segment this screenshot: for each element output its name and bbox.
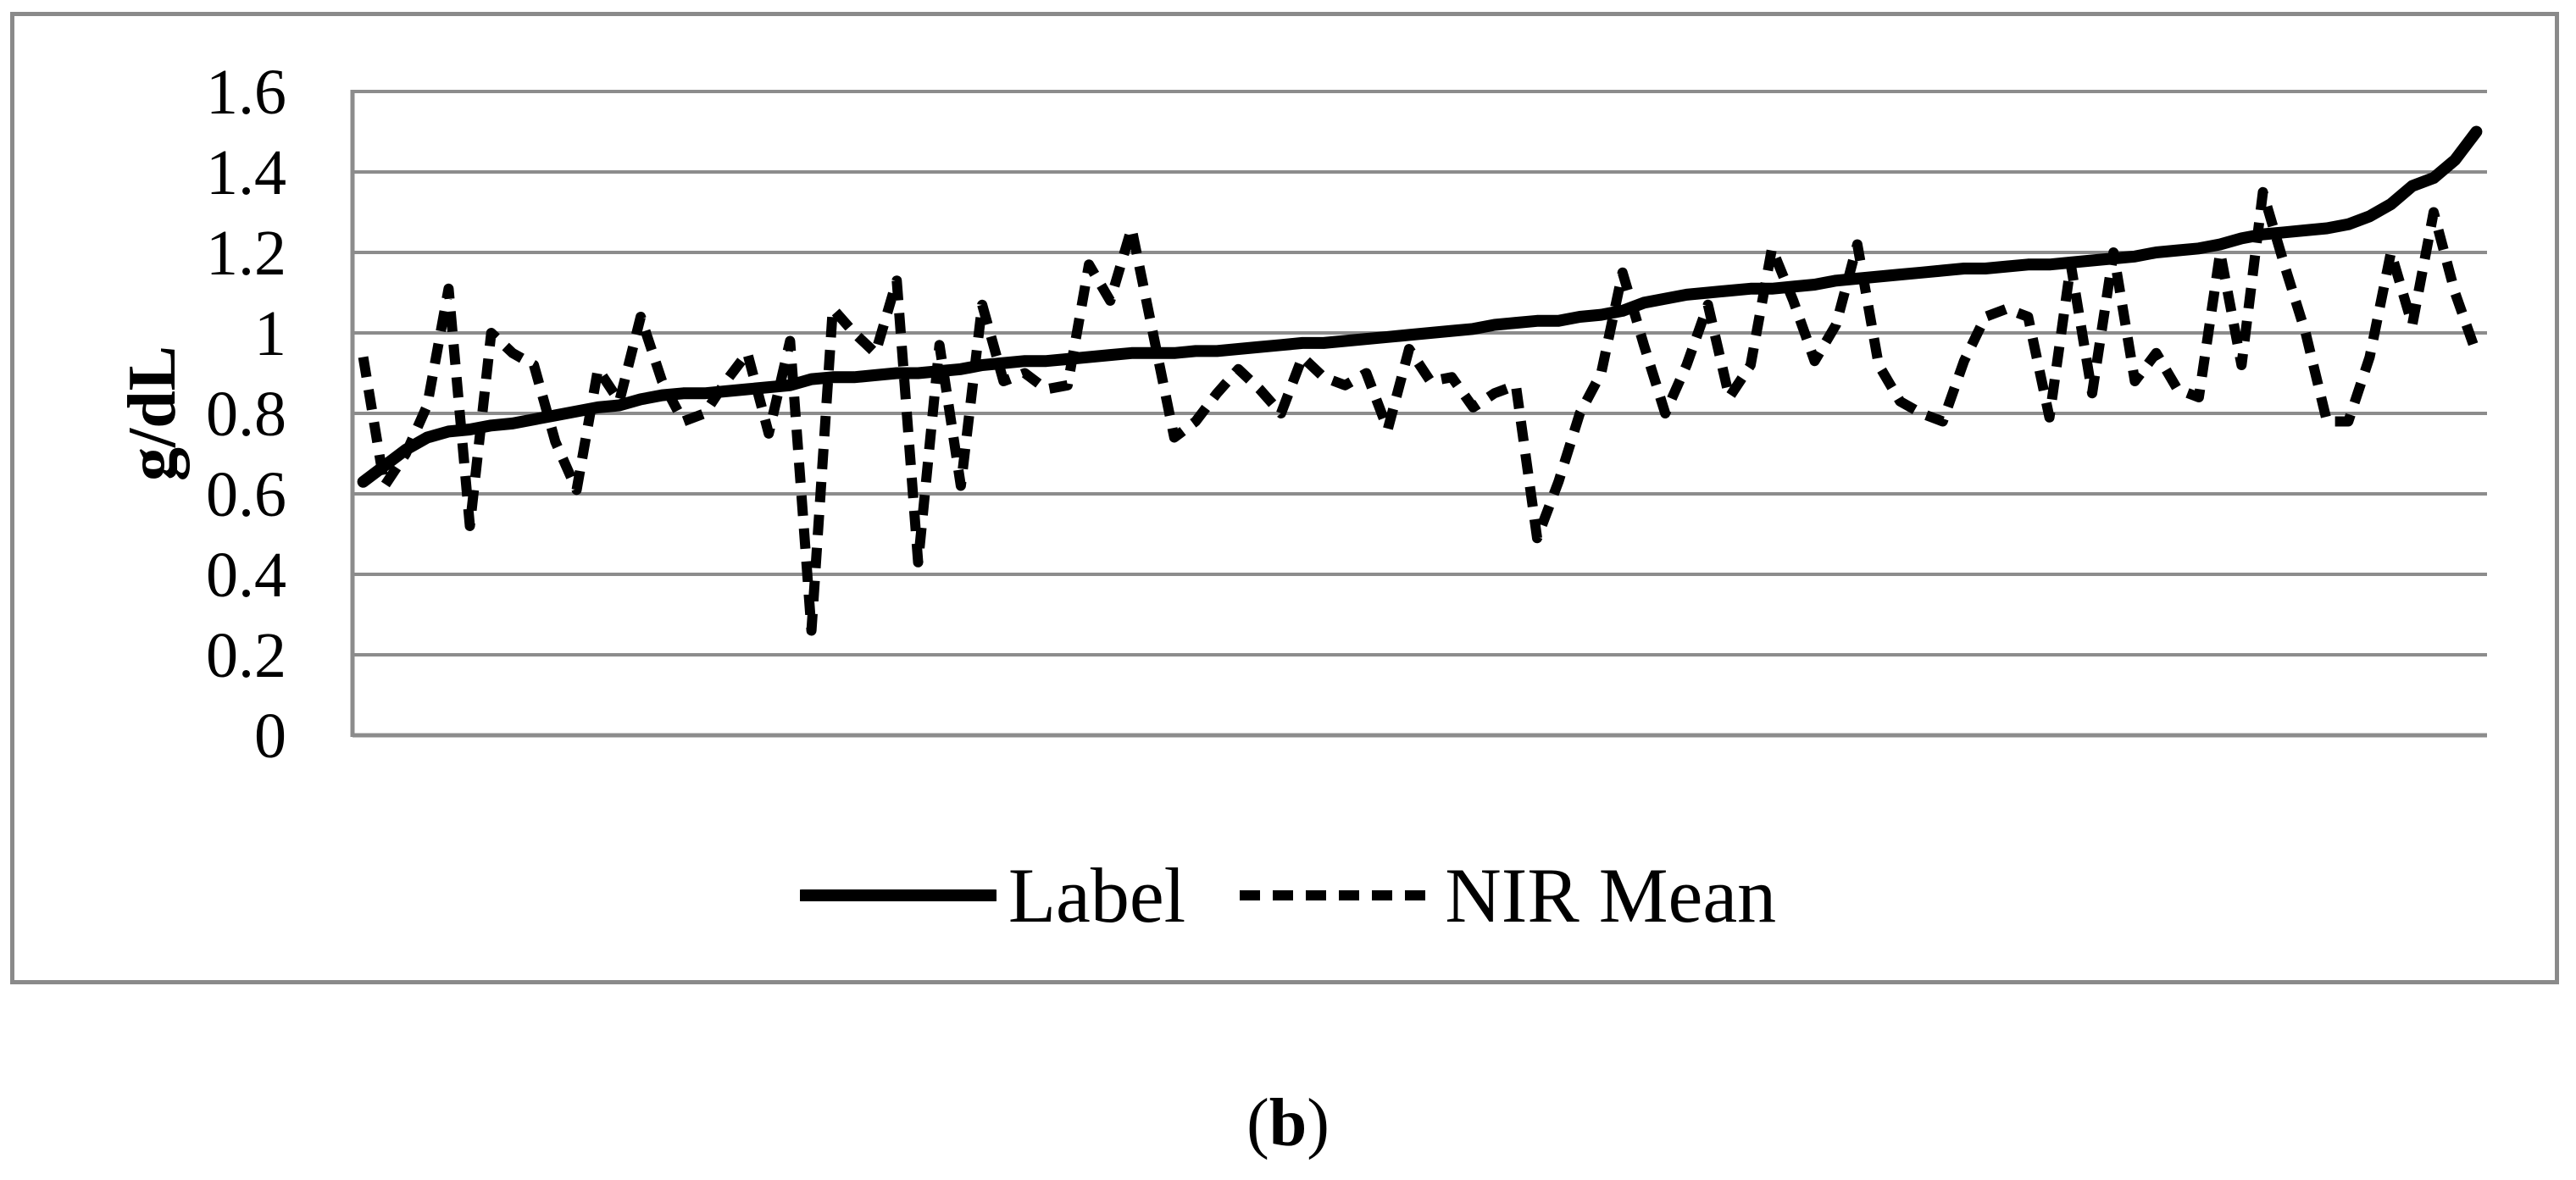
caption-close-paren: ) xyxy=(1307,1086,1330,1161)
y-tick-label: 1 xyxy=(254,298,286,369)
label-series-swatch-line xyxy=(799,889,997,901)
nir-mean-series-line xyxy=(358,186,2482,636)
label-series-line xyxy=(357,125,2483,488)
y-tick-label: 0.6 xyxy=(206,459,286,530)
caption-letter: b xyxy=(1269,1086,1307,1161)
y-axis-title: g/dL xyxy=(115,346,190,481)
legend: Label NIR Mean xyxy=(0,849,2576,942)
y-tick-label: 0.4 xyxy=(206,540,286,611)
y-tick-label: 0 xyxy=(254,701,286,772)
y-tick-label: 1.6 xyxy=(206,57,286,128)
legend-nir-mean-series-text: NIR Mean xyxy=(1445,852,1777,939)
figure-caption: (b) xyxy=(0,1086,2576,1161)
nir-mean-series-swatch-line xyxy=(1240,890,1434,900)
y-tick-label: 0.2 xyxy=(206,620,286,691)
y-tick-label: 0.8 xyxy=(206,379,286,450)
caption-open-paren: ( xyxy=(1246,1086,1269,1161)
y-tick-label: 1.2 xyxy=(206,218,286,289)
legend-label-series-text: Label xyxy=(1008,852,1186,939)
y-tick-label: 1.4 xyxy=(206,137,286,208)
